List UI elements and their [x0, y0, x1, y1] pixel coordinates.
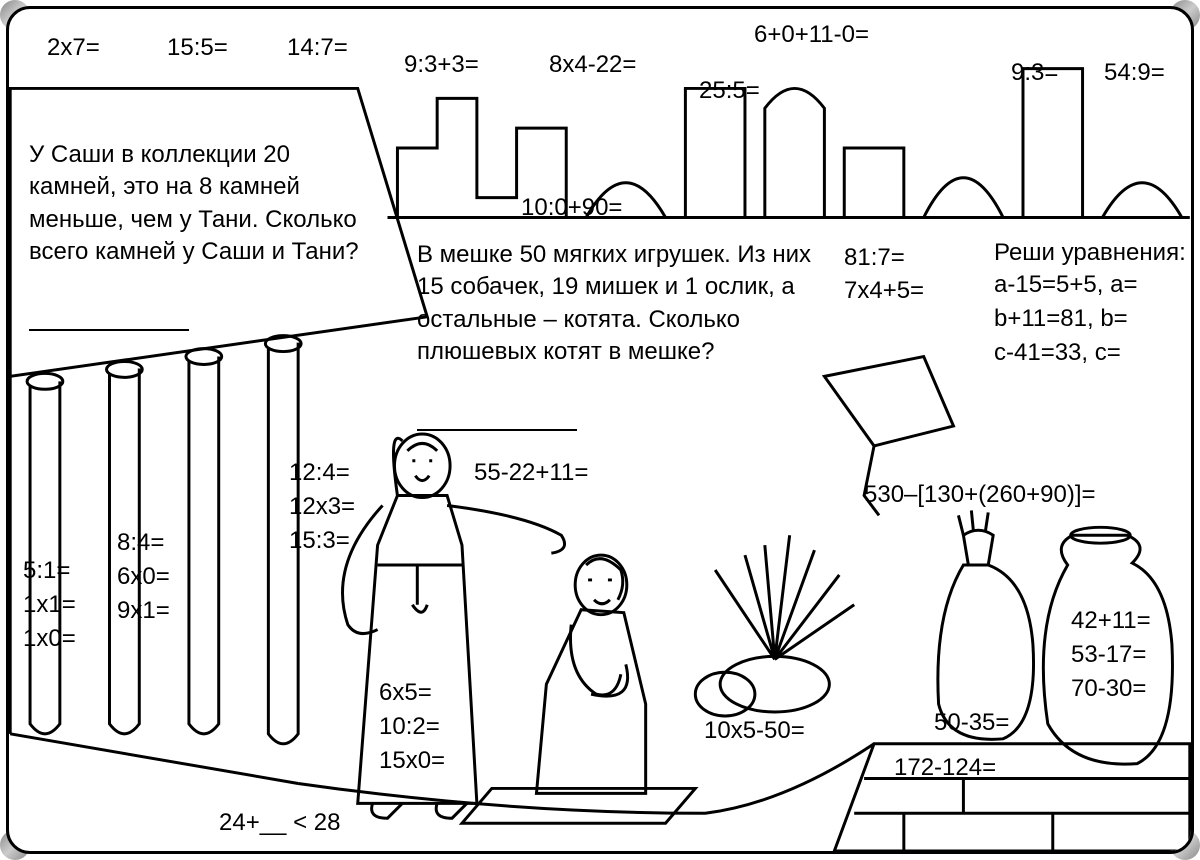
- expr-stone: 172-124=: [894, 754, 996, 782]
- equation-1: a-15=5+5, a=: [994, 271, 1137, 299]
- expr-top6: 6+0+11-0=: [754, 21, 869, 49]
- expr-vase1: 42+11=: [1071, 607, 1151, 635]
- equation-2: b+11=81, b=: [994, 305, 1128, 333]
- expr-colC2: 12x3=: [289, 493, 355, 521]
- expr-colB1: 8:4=: [117, 529, 164, 557]
- expr-vase2: 53-17=: [1071, 641, 1146, 669]
- expr-midE: 55-22+11=: [474, 459, 588, 487]
- expr-robe1: 6x5=: [379, 679, 432, 707]
- expr-top3: 14:7=: [287, 34, 348, 62]
- expr-top4: 9:3+3=: [404, 51, 479, 79]
- equation-3: c-41=33, c=: [994, 339, 1121, 367]
- expr-top5: 8x4-22=: [549, 51, 636, 79]
- expr-colB2: 6x0=: [117, 563, 170, 591]
- scene-illustration: [9, 9, 1191, 851]
- answer-line-1[interactable]: [29, 329, 189, 331]
- expr-bracket: 530–[130+(260+90)]=: [864, 481, 1096, 509]
- expr-robe3: 15x0=: [379, 747, 445, 775]
- expr-top7: 25:5=: [699, 77, 760, 105]
- equations-title: Реши уравнения:: [994, 237, 1194, 269]
- expr-colA3: 1x0=: [23, 625, 76, 653]
- expr-colC3: 15:3=: [289, 527, 350, 555]
- answer-line-2[interactable]: [417, 429, 577, 431]
- expr-colA2: 1x1=: [23, 591, 76, 619]
- expr-bottom-ineq: 24+__ < 28: [219, 809, 340, 837]
- word-problem-2: В мешке 50 мягких игрушек. Из них 15 соб…: [417, 239, 817, 369]
- expr-sack: 50-35=: [934, 709, 1009, 737]
- word-problem-1: У Саши в коллекции 20 камней, это на 8 к…: [29, 139, 369, 269]
- expr-top2: 15:5=: [167, 34, 228, 62]
- expr-top9: 54:9=: [1104, 59, 1165, 87]
- expr-robe2: 10:2=: [379, 713, 440, 741]
- worksheet-frame: 2x7= 15:5= 14:7= 9:3+3= 8x4-22= 6+0+11-0…: [6, 6, 1194, 854]
- expr-vase3: 70-30=: [1071, 675, 1146, 703]
- expr-colC1: 12:4=: [289, 459, 350, 487]
- expr-colA1: 5:1=: [23, 557, 70, 585]
- expr-mid1: 10:0+90=: [521, 194, 622, 222]
- expr-top8: 9:3=: [1011, 59, 1058, 87]
- expr-mid3: 7x4+5=: [844, 277, 924, 305]
- expr-top1: 2x7=: [47, 34, 100, 62]
- expr-mid2: 81:7=: [844, 244, 905, 272]
- expr-colB3: 9x1=: [117, 597, 170, 625]
- expr-plant: 10x5-50=: [704, 717, 805, 745]
